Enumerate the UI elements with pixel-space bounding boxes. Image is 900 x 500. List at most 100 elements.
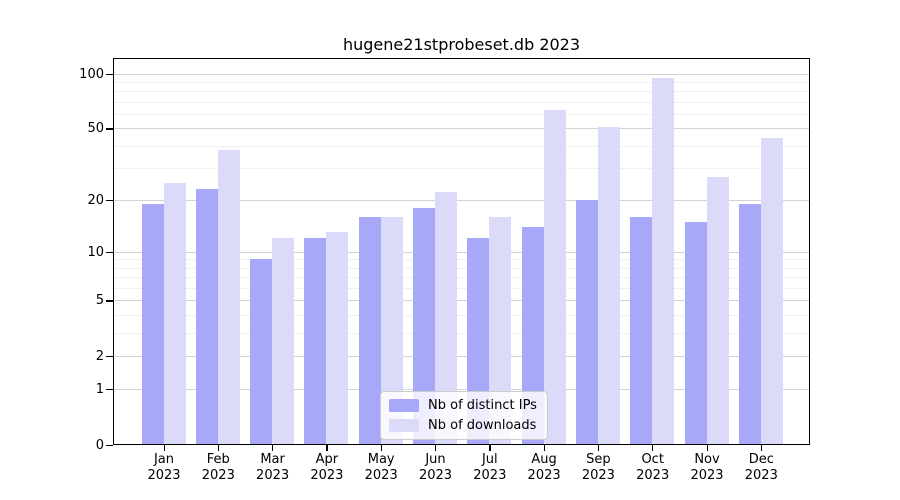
x-tick-year: 2023 <box>256 468 290 483</box>
bar-distinct-ips <box>630 216 653 444</box>
x-tick-month: Dec <box>748 452 774 467</box>
x-tick-label: Apr 2023 <box>297 452 357 484</box>
bar-distinct-ips <box>738 203 761 444</box>
minor-gridline <box>114 259 809 261</box>
x-tick-year: 2023 <box>201 468 235 483</box>
x-tick-label: Sep 2023 <box>568 452 628 484</box>
bar-downloads <box>760 138 783 444</box>
bar-downloads <box>163 182 186 444</box>
minor-gridline <box>114 101 809 103</box>
y-tick-mark <box>106 444 113 446</box>
x-tick-month: Nov <box>694 452 720 467</box>
minor-gridline <box>114 81 809 83</box>
x-tick-year: 2023 <box>310 468 344 483</box>
bar-distinct-ips <box>141 203 164 444</box>
x-tick-label: Aug 2023 <box>514 452 574 484</box>
y-tick-mark <box>106 300 113 302</box>
minor-gridline <box>114 114 809 116</box>
x-tick-mark <box>326 445 328 451</box>
bar-distinct-ips <box>304 238 327 444</box>
bar-distinct-ips <box>358 216 381 444</box>
x-tick-month: Apr <box>315 452 339 467</box>
y-tick-label: 5 <box>95 293 104 309</box>
minor-gridline <box>114 267 809 269</box>
x-tick-mark <box>163 445 165 451</box>
x-tick-label: Jul 2023 <box>460 452 520 484</box>
bar-distinct-ips <box>250 259 273 444</box>
bar-downloads <box>217 149 240 444</box>
x-tick-label: May 2023 <box>351 452 411 484</box>
x-tick-month: Mar <box>260 452 285 467</box>
x-tick-mark <box>597 445 600 451</box>
bar-downloads <box>380 216 403 444</box>
x-tick-mark <box>489 445 491 451</box>
y-tick-mark <box>106 251 113 254</box>
x-tick-label: Nov 2023 <box>677 452 737 484</box>
x-tick-label: Dec 2023 <box>731 452 791 484</box>
chart-title: hugene21stprobeset.db 2023 <box>342 35 581 54</box>
major-gridline <box>114 388 809 390</box>
legend-swatch-distinct-ips <box>389 399 419 412</box>
x-tick-month: May <box>367 452 395 467</box>
plot-area <box>113 58 810 445</box>
x-tick-mark <box>435 445 437 451</box>
x-tick-mark <box>380 445 382 451</box>
x-tick-month: Sep <box>586 452 611 467</box>
bar-downloads <box>272 238 295 444</box>
bar-distinct-ips <box>195 189 218 444</box>
bar-downloads <box>706 176 729 444</box>
legend-item: Nb of downloads <box>389 418 537 433</box>
y-tick-mark <box>106 199 113 202</box>
minor-gridline <box>114 168 809 170</box>
bar-distinct-ips <box>684 221 707 444</box>
x-tick-year: 2023 <box>473 468 507 483</box>
x-tick-label: Oct 2023 <box>623 452 683 484</box>
y-tick-label: 0 <box>95 437 104 453</box>
x-tick-mark <box>706 445 708 451</box>
legend-label: Nb of downloads <box>428 418 537 433</box>
y-tick-label: 20 <box>87 192 104 208</box>
x-tick-month: Oct <box>641 452 664 467</box>
major-gridline <box>114 128 809 130</box>
x-tick-year: 2023 <box>636 468 670 483</box>
bar-downloads <box>326 232 349 444</box>
x-tick-mark <box>272 445 274 451</box>
bar-downloads <box>597 126 620 444</box>
x-tick-mark <box>652 445 654 451</box>
x-tick-label: Jun 2023 <box>406 452 466 484</box>
major-gridline <box>114 199 809 201</box>
legend-swatch-downloads <box>389 419 419 432</box>
x-tick-mark <box>543 445 545 451</box>
x-tick-year: 2023 <box>527 468 561 483</box>
x-tick-year: 2023 <box>690 468 724 483</box>
minor-gridline <box>114 315 809 317</box>
y-tick-mark <box>106 356 113 358</box>
major-gridline <box>114 300 809 302</box>
x-tick-mark <box>217 445 220 451</box>
y-tick-label: 1 <box>95 381 104 397</box>
x-tick-year: 2023 <box>581 468 615 483</box>
y-tick-mark <box>106 388 113 391</box>
legend: Nb of distinct IPs Nb of downloads <box>380 391 548 440</box>
x-tick-year: 2023 <box>418 468 453 483</box>
minor-gridline <box>114 277 809 279</box>
y-tick-label: 10 <box>87 244 104 260</box>
x-tick-year: 2023 <box>744 468 778 483</box>
x-tick-label: Jan 2023 <box>134 452 194 484</box>
x-tick-month: Aug <box>531 452 557 467</box>
y-tick-mark <box>106 73 113 75</box>
y-tick-label: 2 <box>95 349 104 365</box>
major-gridline <box>114 356 809 358</box>
bar-distinct-ips <box>413 207 435 444</box>
major-gridline <box>114 73 809 75</box>
legend-label: Nb of distinct IPs <box>428 398 537 413</box>
minor-gridline <box>114 145 809 147</box>
bar-downloads <box>489 216 512 444</box>
x-tick-month: Jun <box>425 452 446 467</box>
major-gridline <box>114 251 809 253</box>
minor-gridline <box>114 288 809 290</box>
y-tick-label: 50 <box>87 121 104 137</box>
y-tick-mark <box>106 128 113 130</box>
bar-distinct-ips <box>521 226 544 444</box>
y-tick-label: 100 <box>79 66 104 82</box>
